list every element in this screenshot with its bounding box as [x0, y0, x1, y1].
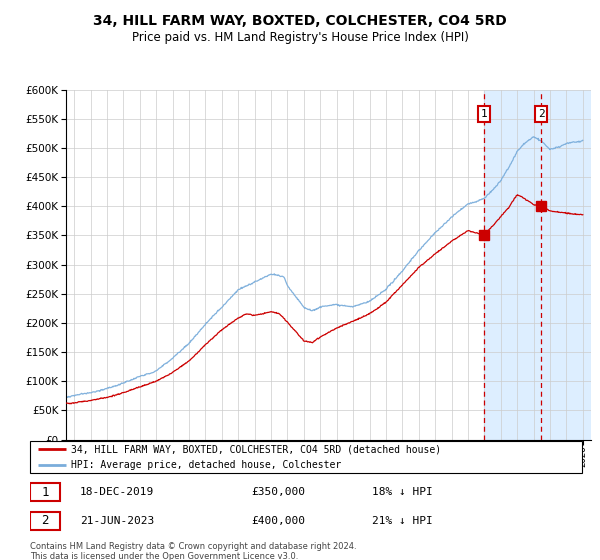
FancyBboxPatch shape	[30, 441, 582, 473]
Text: 34, HILL FARM WAY, BOXTED, COLCHESTER, CO4 5RD: 34, HILL FARM WAY, BOXTED, COLCHESTER, C…	[93, 14, 507, 28]
FancyBboxPatch shape	[30, 483, 61, 501]
Text: Price paid vs. HM Land Registry's House Price Index (HPI): Price paid vs. HM Land Registry's House …	[131, 31, 469, 44]
Text: £350,000: £350,000	[251, 487, 305, 497]
Text: 18-DEC-2019: 18-DEC-2019	[80, 487, 154, 497]
Text: 1: 1	[41, 486, 49, 499]
Text: 21% ↓ HPI: 21% ↓ HPI	[372, 516, 433, 526]
Text: 2: 2	[41, 514, 49, 527]
Bar	[484, 90, 591, 440]
Text: 18% ↓ HPI: 18% ↓ HPI	[372, 487, 433, 497]
Text: Contains HM Land Registry data © Crown copyright and database right 2024.
This d: Contains HM Land Registry data © Crown c…	[30, 542, 356, 560]
Text: 21-JUN-2023: 21-JUN-2023	[80, 516, 154, 526]
Text: £400,000: £400,000	[251, 516, 305, 526]
FancyBboxPatch shape	[30, 512, 61, 530]
Text: 2: 2	[538, 109, 545, 119]
Text: HPI: Average price, detached house, Colchester: HPI: Average price, detached house, Colc…	[71, 460, 341, 470]
Text: 34, HILL FARM WAY, BOXTED, COLCHESTER, CO4 5RD (detached house): 34, HILL FARM WAY, BOXTED, COLCHESTER, C…	[71, 445, 442, 455]
Text: 1: 1	[481, 109, 487, 119]
